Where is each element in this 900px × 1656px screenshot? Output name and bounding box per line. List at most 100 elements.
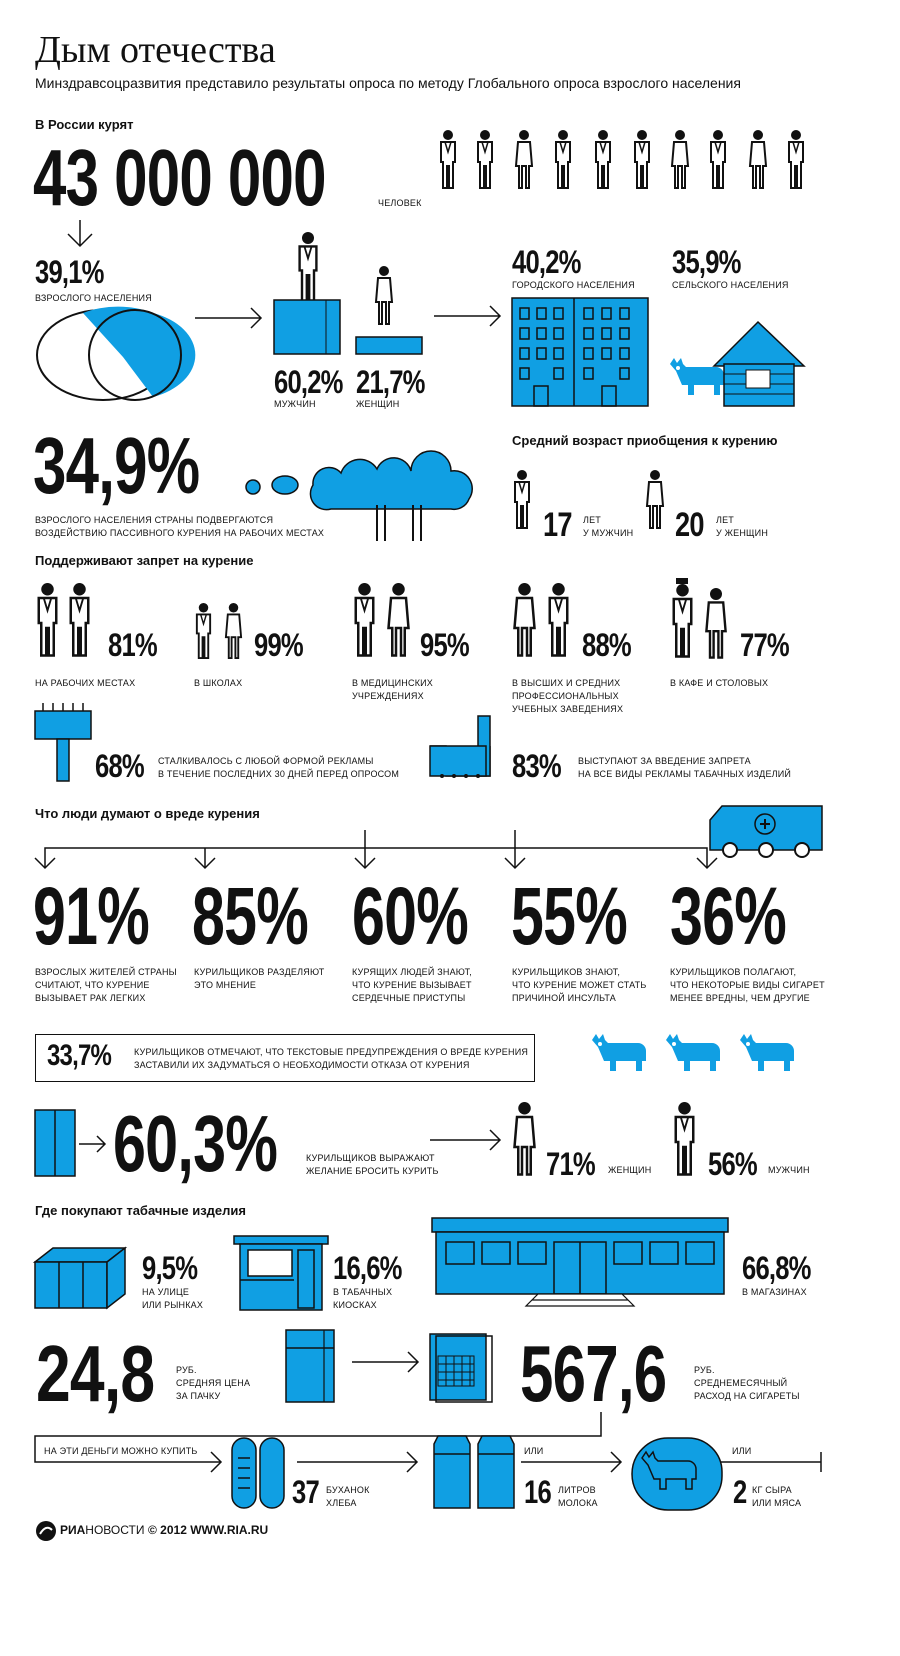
page-subtitle: Минздравсоцразвития представило результа… <box>35 75 741 91</box>
people-row-icon <box>440 129 804 189</box>
cheese-label-1: кг сыра <box>752 1485 792 1495</box>
harm-label-3a: курильщиков знают, <box>512 967 621 977</box>
man-quit-icon <box>674 1100 695 1176</box>
men-label: мужчин <box>274 399 316 409</box>
quit-women-pct: 71% <box>546 1146 596 1182</box>
arrow-right-icon-3 <box>430 1129 502 1151</box>
ban-label-4: в кафе и столовых <box>670 678 769 688</box>
ads-pct: 68% <box>95 748 145 784</box>
ban-pct-3: 88% <box>582 627 632 663</box>
men-women-podium-icon <box>273 230 423 355</box>
cheese-label-2: или мяса <box>752 1498 802 1508</box>
city-building-icon <box>511 297 649 407</box>
ban-label-3b: профессиональных <box>512 691 619 701</box>
harm-pct-2: 60% <box>352 871 469 962</box>
harm-label-2a: курящих людей знают, <box>352 967 472 977</box>
cheese-cow-icon <box>631 1437 723 1511</box>
harm-label-4b: что некоторые виды сигарет <box>670 980 825 990</box>
or-label-2: или <box>732 1446 752 1456</box>
quit-men-label: мужчин <box>768 1165 810 1175</box>
ban-label-2b: учреждениях <box>352 691 424 701</box>
ban-pct-0: 81% <box>108 627 158 663</box>
or-box-1: или <box>520 1441 548 1459</box>
purchase-heading: Где покупают табачные изделия <box>35 1203 246 1218</box>
warning-box <box>35 1034 535 1082</box>
women-label: женщин <box>356 399 400 409</box>
ban-heading: Поддерживают запрет на курение <box>35 553 254 568</box>
street-pct: 9,5% <box>142 1250 198 1286</box>
monthly-spend: 567,6 <box>520 1329 667 1418</box>
smokers-unit: человек <box>378 198 422 208</box>
milk-cartons-icon <box>433 1435 515 1509</box>
harm-label-0b: считают, что курение <box>35 980 150 990</box>
ban-pct-1: 99% <box>254 627 304 663</box>
students-icon <box>513 581 569 657</box>
pack-price: 24,8 <box>36 1329 155 1418</box>
adban-pct: 83% <box>512 748 562 784</box>
adban-label-2: на все виды рекламы табачных изделий <box>578 769 792 779</box>
harm-label-2b: что курение вызывает <box>352 980 472 990</box>
quit-label-2: желание бросить курить <box>306 1166 439 1176</box>
harm-heading: Что люди думают о вреде курения <box>35 806 260 821</box>
harm-label-3c: причиной инсульта <box>512 993 616 1003</box>
kiosk-label-1: в табачных <box>333 1287 393 1297</box>
monthly-label-3: расход на сигареты <box>694 1391 800 1401</box>
age-men-label-2: у мужчин <box>583 528 634 538</box>
quit-label-1: курильщиков выражают <box>306 1153 435 1163</box>
page-title: Дым отечества <box>35 29 276 71</box>
quit-pct: 60,3% <box>113 1099 278 1188</box>
adban-label-1: выступают за введение запрета <box>578 756 751 766</box>
kiosk-pct: 16,6% <box>333 1250 402 1286</box>
ban-label-3c: учебных заведениях <box>512 704 624 714</box>
market-stall-icon <box>32 1246 128 1310</box>
arrow-down-icon <box>67 220 93 248</box>
street-label-1: на улице <box>142 1287 190 1297</box>
men-pct: 60,2% <box>274 364 343 400</box>
bread-icon <box>231 1437 285 1509</box>
warning-label-1: курильщиков отмечают, что текстовые пред… <box>134 1047 529 1057</box>
milk-qty: 16 <box>524 1474 552 1510</box>
urban-label: городского населения <box>512 280 635 290</box>
doctors-icon <box>354 581 410 657</box>
harm-label-0c: вызывает рак легких <box>35 993 146 1003</box>
age-women-label-1: лет <box>716 515 735 525</box>
kiosk-label-2: киосках <box>333 1300 377 1310</box>
venn-icon <box>36 306 196 401</box>
man-icon <box>514 469 530 529</box>
arrow-right-icon-4 <box>352 1351 420 1373</box>
quit-women-label: женщин <box>608 1165 652 1175</box>
warning-pct: 33,7% <box>47 1039 112 1072</box>
ads-label-1: сталкивалось с любой формой рекламы <box>158 756 374 766</box>
buy-lead: на эти деньги можно купить <box>44 1446 198 1456</box>
age-women: 20 <box>675 506 704 544</box>
schoolchildren-icon <box>195 602 243 660</box>
ads-label-2: в течение последних 30 дней перед опросо… <box>158 769 400 779</box>
ban-label-3a: в высших и средних <box>512 678 621 688</box>
buy-flow-lines-icon <box>34 1412 822 1473</box>
store-icon <box>431 1217 729 1307</box>
store-label: в магазинах <box>742 1287 807 1297</box>
smokers-count: 43 000 000 <box>33 133 327 222</box>
or-label-1: или <box>524 1446 544 1456</box>
harm-label-1b: это мнение <box>194 980 257 990</box>
harm-label-0a: взрослых жителей страны <box>35 967 177 977</box>
ria-logo-icon <box>36 1521 56 1541</box>
woman-icon <box>646 469 664 529</box>
harm-label-4a: курильщиков полагают, <box>670 967 797 977</box>
quit-men-pct: 56% <box>708 1146 758 1182</box>
harm-label-1a: курильщиков разделяют <box>194 967 325 977</box>
milk-label-1: литров <box>558 1485 596 1495</box>
smokers-heading: В России курят <box>35 117 134 132</box>
bread-qty: 37 <box>292 1474 320 1510</box>
cows-icon <box>592 1034 794 1071</box>
arrow-right-icon <box>195 307 263 329</box>
ban-label-2a: в медицинских <box>352 678 434 688</box>
rural-label: сельского населения <box>672 280 789 290</box>
footer-brand-b: НОВОСТИ <box>85 1523 145 1537</box>
workers-icon <box>37 581 90 657</box>
monthly-label-1: руб. <box>694 1365 715 1375</box>
ambulance-icon <box>709 805 823 858</box>
age-men: 17 <box>543 506 572 544</box>
village-house-cow-icon <box>670 320 806 407</box>
age-men-label-1: лет <box>583 515 602 525</box>
